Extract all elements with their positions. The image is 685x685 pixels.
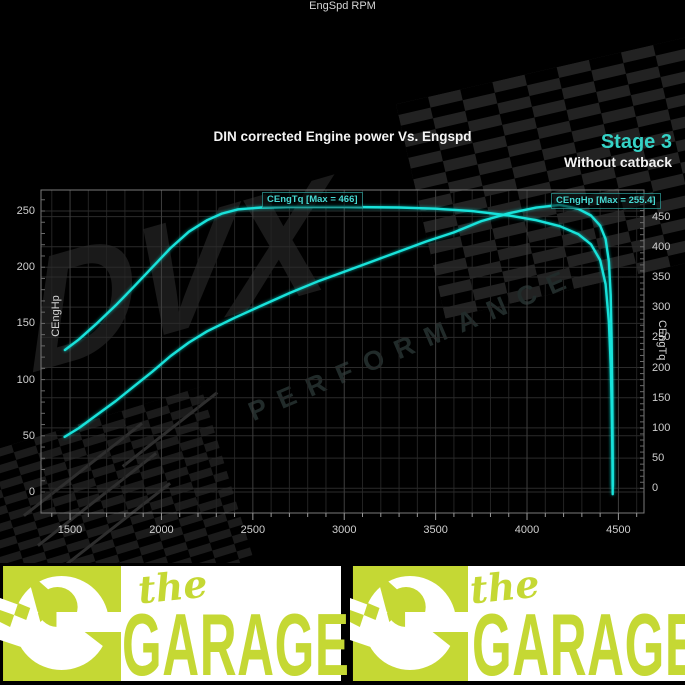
x-tick-label: 1500 — [57, 524, 83, 536]
grid-layer — [40, 189, 645, 520]
right-tick-label: 300 — [652, 301, 671, 314]
banner-divider — [341, 563, 350, 685]
garage-wordmark: GARAGE — [122, 595, 350, 685]
stage-block: Stage 3 Without catback — [564, 131, 672, 170]
wrench-g-emblem — [0, 566, 121, 681]
right-axis-title: CEngTq — [656, 319, 668, 361]
right-tick-label: 150 — [652, 391, 671, 404]
banner-border-top — [0, 563, 685, 566]
right-tick-label: 100 — [652, 421, 671, 434]
x-tick-label: 4000 — [514, 524, 540, 536]
garage-banner: the GARAGE the GARAGE — [0, 561, 685, 685]
x-tick-label: 2000 — [149, 524, 174, 536]
wrench-g-emblem — [350, 566, 468, 681]
x-tick-label: 2500 — [240, 524, 266, 536]
left-tick-label: 250 — [16, 205, 35, 218]
x-tick-label: 3000 — [331, 524, 357, 536]
right-tick-label: 50 — [652, 452, 665, 465]
right-tick-label: 350 — [652, 270, 671, 283]
x-tick-label: 4500 — [606, 524, 631, 536]
garage-logo-square — [350, 566, 468, 681]
right-tick-label: 200 — [652, 361, 671, 374]
left-axis-title: CEngHp — [50, 295, 62, 337]
left-tick-label: 0 — [28, 485, 35, 498]
right-tick-label: 0 — [652, 482, 659, 495]
right-tick-label: 400 — [652, 240, 671, 253]
right-tick-label: 450 — [652, 210, 671, 223]
curves-layer — [63, 203, 614, 496]
left-tick-label: 100 — [16, 373, 35, 386]
right-tick-label: 250 — [652, 331, 671, 344]
garage-logo-square — [0, 566, 121, 681]
x-tick-label: 3500 — [423, 524, 448, 536]
plot-border — [40, 189, 645, 514]
garage-wordmark: GARAGE — [472, 595, 685, 685]
chart-title: DIN corrected Engine power Vs. Engspd — [213, 129, 472, 144]
power-max-label: CEngHp [Max = 255.4] — [551, 193, 661, 209]
left-tick-label: 200 — [16, 261, 35, 274]
stage-sublabel: Without catback — [564, 154, 672, 170]
banner-border-bottom — [0, 681, 685, 685]
torque-max-label: CEngTq [Max = 466] — [262, 192, 363, 208]
cenghp-curve — [63, 203, 614, 496]
left-tick-label: 50 — [22, 429, 35, 442]
chart-region: DVX PERFORMANCE DIN corrected Engine pow… — [0, 0, 685, 565]
x-axis-title: EngSpd RPM — [309, 0, 376, 12]
stage-label: Stage 3 — [600, 131, 672, 153]
cengtq-curve — [63, 205, 614, 488]
left-tick-label: 150 — [16, 317, 35, 330]
